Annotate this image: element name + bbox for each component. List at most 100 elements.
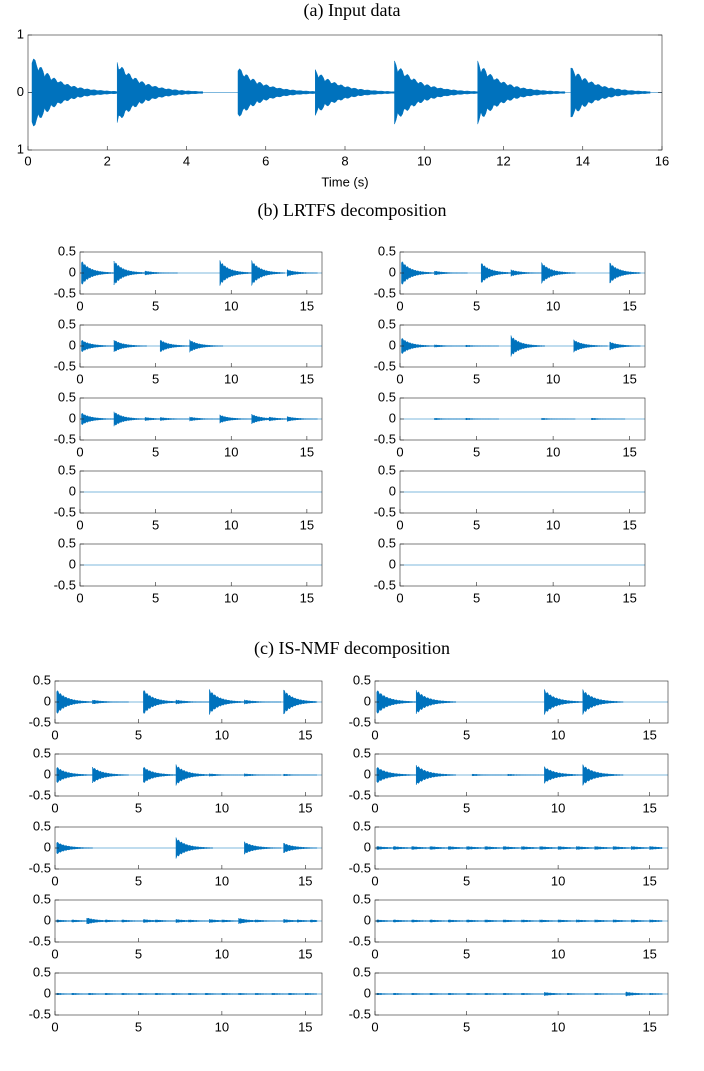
waveform-burst	[376, 690, 417, 714]
x-tick-label: 6	[262, 153, 269, 168]
y-tick-label: -0.5	[54, 504, 76, 519]
x-tick-label: 0	[396, 298, 403, 313]
y-tick-label: 0.5	[353, 745, 371, 760]
y-tick-label: 0	[389, 556, 396, 571]
x-tick-label: 10	[551, 946, 565, 961]
waveform-burst	[480, 263, 515, 283]
waveform-burst	[159, 417, 193, 421]
waveform-burst	[237, 68, 324, 117]
y-tick-label: 0	[364, 985, 371, 1000]
y-tick-label: 0.5	[33, 891, 51, 906]
y-tick-label: 0.5	[33, 818, 51, 833]
x-tick-label: 15	[300, 298, 314, 313]
waveform-burst	[92, 699, 129, 705]
y-tick-label: -0.5	[374, 358, 396, 373]
section-title: (b) LRTFS decomposition	[258, 200, 447, 221]
y-tick-label: 0	[364, 912, 371, 927]
x-tick-label: 10	[546, 444, 560, 459]
waveform-burst	[244, 699, 282, 705]
waveform-burst	[219, 260, 254, 286]
waveform-burst	[401, 338, 435, 354]
y-tick-label: 0.5	[58, 389, 76, 404]
x-tick-label: 5	[135, 873, 142, 888]
y-tick-label: -0.5	[349, 860, 371, 875]
waveform-burst	[582, 689, 624, 715]
waveform-burst	[189, 416, 224, 422]
x-tick-label: 15	[642, 1019, 656, 1034]
x-tick-label: 5	[473, 444, 480, 459]
x-tick-label: 10	[224, 590, 238, 605]
x-tick-label: 5	[152, 371, 159, 386]
x-tick-label: 0	[51, 1019, 58, 1034]
y-tick-label: 0	[389, 410, 396, 425]
waveform-burst	[573, 338, 608, 354]
waveform-burst	[544, 689, 585, 715]
y-tick-label: -0.5	[374, 285, 396, 300]
y-tick-label: -0.5	[349, 787, 371, 802]
y-tick-label: -0.5	[29, 1006, 51, 1021]
x-tick-label: 5	[463, 873, 470, 888]
x-tick-label: 5	[152, 444, 159, 459]
y-tick-label: -0.5	[54, 358, 76, 373]
waveform-burst	[376, 767, 417, 783]
y-tick-label: -0.5	[374, 431, 396, 446]
x-tick-label: 10	[551, 727, 565, 742]
waveform-burst	[244, 840, 282, 856]
x-tick-label: 15	[298, 1019, 312, 1034]
y-tick-label: 0	[44, 839, 51, 854]
x-tick-label: 0	[371, 873, 378, 888]
waveform-burst	[305, 992, 317, 996]
y-tick-label: 0	[69, 556, 76, 571]
x-tick-label: 15	[300, 444, 314, 459]
x-tick-label: 0	[76, 298, 83, 313]
y-tick-label: 1	[17, 141, 24, 156]
x-tick-label: 5	[135, 1019, 142, 1034]
y-tick-label: 0	[69, 337, 76, 352]
waveform-burst	[286, 416, 318, 422]
x-tick-label: 0	[51, 946, 58, 961]
y-tick-label: 0	[389, 483, 396, 498]
waveform-burst	[649, 845, 663, 851]
x-tick-label: 0	[396, 444, 403, 459]
x-tick-label: 5	[152, 298, 159, 313]
waveform-burst	[434, 270, 468, 276]
x-tick-label: 15	[300, 371, 314, 386]
x-tick-label: 15	[642, 800, 656, 815]
waveform-burst	[510, 268, 545, 278]
y-tick-label: 0	[69, 264, 76, 279]
x-tick-label: 0	[76, 517, 83, 532]
waveform-burst	[31, 58, 118, 127]
y-tick-label: -0.5	[349, 933, 371, 948]
y-tick-label: 0	[364, 839, 371, 854]
waveform-burst	[310, 919, 318, 923]
x-tick-label: 5	[463, 1019, 470, 1034]
y-tick-label: 0.5	[353, 964, 371, 979]
waveform-burst	[434, 417, 468, 421]
x-tick-label: 10	[546, 517, 560, 532]
x-tick-label: 10	[224, 517, 238, 532]
y-tick-label: 0.5	[353, 818, 371, 833]
waveform-burst	[81, 340, 115, 352]
x-tick-label: 0	[76, 371, 83, 386]
x-tick-label: 0	[51, 873, 58, 888]
waveform-burst	[465, 417, 499, 421]
x-tick-label: 5	[473, 590, 480, 605]
waveform-burst	[471, 773, 512, 777]
x-tick-label: 10	[546, 371, 560, 386]
waveform-burst	[251, 260, 286, 286]
x-tick-label: 15	[300, 517, 314, 532]
y-tick-label: -0.5	[349, 714, 371, 729]
x-axis-label: Time (s)	[321, 174, 368, 189]
y-tick-label: 0.5	[378, 316, 396, 331]
y-tick-label: 0	[364, 693, 371, 708]
y-tick-label: 0	[389, 264, 396, 279]
y-tick-label: 0.5	[58, 462, 76, 477]
waveform-burst	[315, 69, 403, 116]
waveform-burst	[175, 764, 213, 786]
x-tick-label: 15	[622, 590, 636, 605]
waveform-burst	[541, 262, 576, 284]
waveform-burst	[189, 339, 224, 353]
y-tick-label: -0.5	[374, 577, 396, 592]
section-title: (c) IS-NMF decomposition	[254, 638, 450, 659]
section-title: (a) Input data	[304, 0, 401, 21]
